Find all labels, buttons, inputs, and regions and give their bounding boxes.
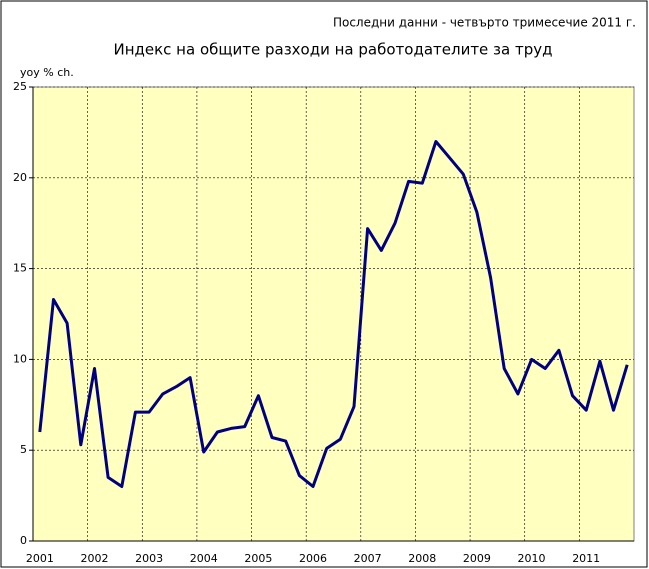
x-tick-label: 2002: [80, 552, 108, 565]
x-tick-label: 2006: [299, 552, 327, 565]
y-tick-label: 15: [13, 262, 27, 275]
data-line: [38, 140, 629, 488]
x-tick-label: 2004: [190, 552, 218, 565]
chart-title: Индекс на общите разходи на работодатели…: [113, 41, 552, 59]
y-tick-label: 0: [20, 534, 27, 547]
x-tick-label: 2009: [463, 552, 491, 565]
y-tick-label: 5: [20, 443, 27, 456]
x-tick-label: 2003: [135, 552, 163, 565]
x-tick-label: 2008: [408, 552, 436, 565]
note: Последни данни - четвърто тримесечие 201…: [333, 16, 636, 30]
x-tick-label: 2005: [244, 552, 272, 565]
y-tick-label: 10: [13, 352, 27, 365]
x-tick-label: 2007: [354, 552, 382, 565]
y-tick-label: 25: [13, 80, 27, 93]
x-tick-label: 2011: [572, 552, 600, 565]
y-tick-label: 20: [13, 171, 27, 184]
x-tick-label: 2001: [26, 552, 54, 565]
plot-area: [32, 86, 635, 542]
y-axis-label: yoy % ch.: [20, 66, 74, 79]
x-tick-label: 2010: [518, 552, 546, 565]
